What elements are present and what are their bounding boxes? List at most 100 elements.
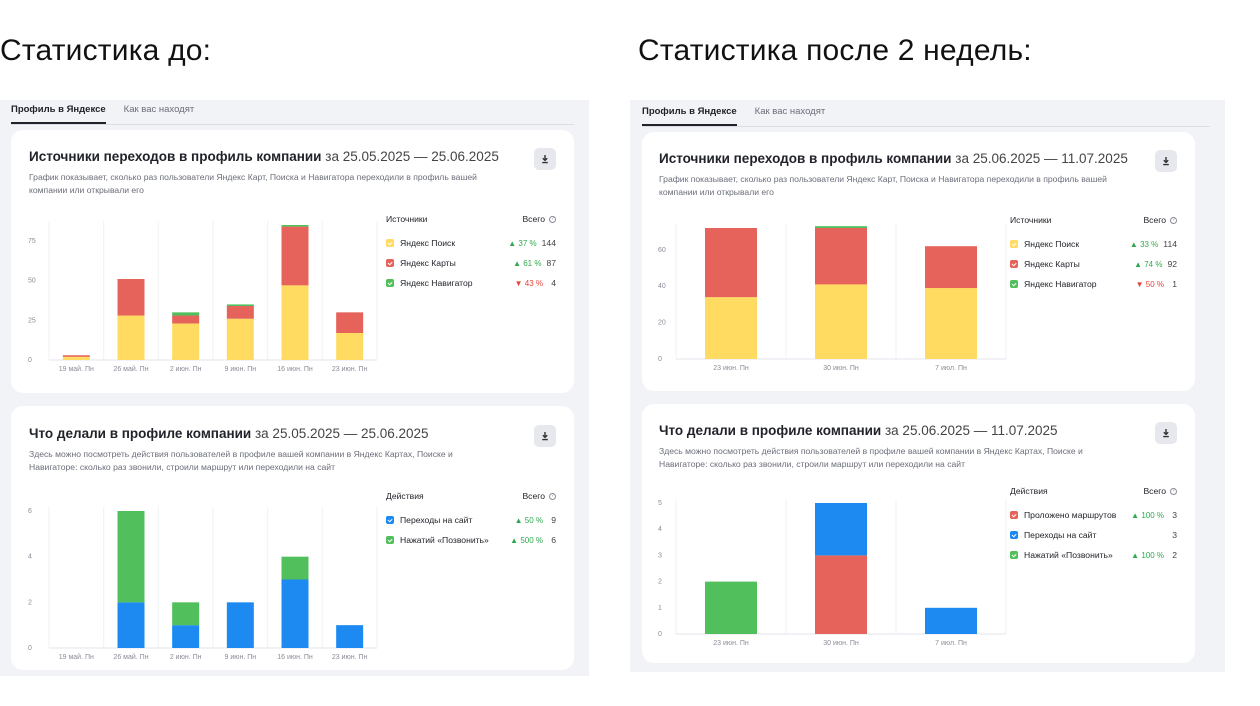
bar-segment[interactable] bbox=[281, 579, 309, 649]
download-button[interactable] bbox=[1155, 422, 1177, 444]
bar-segment[interactable] bbox=[925, 288, 977, 359]
bar-segment[interactable] bbox=[815, 284, 867, 359]
x-tick-label: 26 май. Пн bbox=[113, 653, 148, 661]
change-value: 61 % bbox=[523, 258, 542, 268]
tab-profile[interactable]: Профиль в Яндексе bbox=[642, 106, 737, 126]
bar-segment[interactable] bbox=[226, 306, 254, 319]
legend-item[interactable]: Проложено маршрутов ▲ 100 % 3 bbox=[1010, 505, 1177, 525]
legend-item-total: 2 bbox=[1172, 550, 1177, 560]
bar-segment[interactable] bbox=[172, 625, 200, 648]
legend-header: Источники Всего? bbox=[386, 214, 556, 224]
checkbox-icon[interactable] bbox=[1010, 551, 1018, 559]
bar-segment[interactable] bbox=[815, 555, 867, 634]
legend-item[interactable]: Переходы на сайт ▲ 50 % 9 bbox=[386, 510, 556, 530]
checkbox-icon[interactable] bbox=[386, 536, 394, 544]
y-tick-label: 25 bbox=[28, 317, 36, 324]
bar-segment[interactable] bbox=[815, 503, 867, 556]
help-icon[interactable]: ? bbox=[549, 492, 556, 500]
x-tick-label: 9 июн. Пн bbox=[225, 654, 257, 661]
checkbox-icon[interactable] bbox=[386, 259, 394, 267]
bar-segment[interactable] bbox=[925, 246, 977, 289]
download-button[interactable] bbox=[534, 148, 556, 170]
bar-segment[interactable] bbox=[172, 312, 200, 316]
bar-segment[interactable] bbox=[117, 279, 145, 316]
bar-segment[interactable] bbox=[281, 226, 309, 286]
bar-segment[interactable] bbox=[172, 323, 200, 360]
arrow-up-icon: ▲ bbox=[1131, 550, 1142, 560]
legend-item-label: Нажатий «Позвонить» bbox=[1024, 550, 1113, 560]
x-tick-label: 2 июн. Пн bbox=[170, 366, 202, 373]
checkbox-icon[interactable] bbox=[386, 516, 394, 524]
change-value: 100 % bbox=[1141, 510, 1164, 520]
checkbox-icon[interactable] bbox=[386, 279, 394, 287]
bar-segment[interactable] bbox=[226, 304, 254, 306]
tabs-divider bbox=[11, 124, 574, 125]
bar-segment[interactable] bbox=[226, 318, 254, 360]
bar-segment[interactable] bbox=[925, 607, 977, 634]
legend-item[interactable]: Яндекс Карты ▲ 61 % 87 bbox=[386, 253, 556, 273]
checkbox-icon[interactable] bbox=[1010, 240, 1018, 248]
legend-item-total: 114 bbox=[1163, 239, 1177, 249]
checkbox-icon[interactable] bbox=[1010, 280, 1018, 288]
bar-segment[interactable] bbox=[336, 333, 364, 360]
bar-segment[interactable] bbox=[281, 225, 309, 227]
legend-item[interactable]: Переходы на сайт 3 bbox=[1010, 525, 1177, 545]
legend-item-label: Нажатий «Позвонить» bbox=[400, 535, 489, 545]
card-title: Что делали в профиле компании за 25.05.2… bbox=[29, 426, 429, 441]
legend-item-total: 9 bbox=[551, 515, 556, 525]
bar-segment[interactable] bbox=[172, 315, 200, 324]
bar-segment[interactable] bbox=[226, 602, 254, 648]
legend-item[interactable]: Яндекс Поиск ▲ 33 % 114 bbox=[1010, 234, 1177, 254]
legend-item[interactable]: Нажатий «Позвонить» ▲ 500 % 6 bbox=[386, 530, 556, 550]
bar-segment[interactable] bbox=[815, 226, 867, 228]
legend-item[interactable]: Яндекс Поиск ▲ 37 % 144 bbox=[386, 233, 556, 253]
bar-segment[interactable] bbox=[117, 511, 145, 603]
bar-segment[interactable] bbox=[62, 356, 90, 360]
help-icon[interactable]: ? bbox=[549, 215, 556, 223]
bar-segment[interactable] bbox=[705, 228, 757, 298]
tab-how-found[interactable]: Как вас находят bbox=[754, 106, 826, 117]
bar-segment[interactable] bbox=[117, 602, 145, 648]
legend-item-total: 3 bbox=[1172, 530, 1177, 540]
download-button[interactable] bbox=[534, 425, 556, 447]
checkbox-icon[interactable] bbox=[1010, 260, 1018, 268]
checkbox-icon[interactable] bbox=[1010, 511, 1018, 519]
legend-item[interactable]: Яндекс Навигатор ▼ 50 % 1 bbox=[1010, 274, 1177, 294]
help-icon[interactable]: ? bbox=[1170, 487, 1177, 495]
y-tick-label: 2 bbox=[28, 599, 32, 606]
legend-item-label: Яндекс Навигатор bbox=[1024, 279, 1097, 289]
bar-segment[interactable] bbox=[336, 625, 364, 648]
legend-item[interactable]: Яндекс Навигатор ▼ 43 % 4 bbox=[386, 273, 556, 293]
arrow-up-icon: ▲ bbox=[513, 258, 524, 268]
help-icon[interactable]: ? bbox=[1170, 216, 1177, 224]
arrow-up-icon: ▲ bbox=[514, 515, 525, 525]
checkbox-icon[interactable] bbox=[386, 239, 394, 247]
bar-segment[interactable] bbox=[336, 312, 364, 333]
x-tick-label: 16 июн. Пн bbox=[277, 366, 313, 373]
change-value: 43 % bbox=[524, 278, 543, 288]
bar-segment[interactable] bbox=[172, 602, 200, 626]
x-tick-label: 16 июн. Пн bbox=[277, 654, 313, 661]
bar-segment[interactable] bbox=[117, 315, 145, 360]
card-title: Что делали в профиле компании за 25.06.2… bbox=[659, 423, 1058, 438]
legend-item[interactable]: Нажатий «Позвонить» ▲ 100 % 2 bbox=[1010, 545, 1177, 565]
total-label: Всего bbox=[1143, 215, 1166, 225]
bar-segment[interactable] bbox=[815, 228, 867, 285]
x-tick-label: 30 июн. Пн bbox=[823, 365, 859, 372]
bar-segment[interactable] bbox=[281, 285, 309, 360]
download-button[interactable] bbox=[1155, 150, 1177, 172]
checkbox-icon[interactable] bbox=[1010, 531, 1018, 539]
tab-profile[interactable]: Профиль в Яндексе bbox=[11, 104, 106, 124]
y-tick-label: 60 bbox=[658, 247, 666, 254]
bar-segment[interactable] bbox=[62, 355, 90, 357]
bar-segment[interactable] bbox=[705, 581, 757, 634]
bar-segment[interactable] bbox=[281, 556, 309, 580]
change-percent: ▲ 100 % bbox=[1131, 511, 1164, 520]
legend-item[interactable]: Яндекс Карты ▲ 74 % 92 bbox=[1010, 254, 1177, 274]
bar-segment[interactable] bbox=[705, 297, 757, 359]
x-tick-label: 2 июн. Пн bbox=[170, 654, 202, 661]
change-percent: ▼ 50 % bbox=[1136, 280, 1164, 289]
tab-how-found[interactable]: Как вас находят bbox=[123, 104, 195, 115]
arrow-down-icon: ▼ bbox=[514, 278, 525, 288]
card-period: за 25.06.2025 — 11.07.2025 bbox=[884, 423, 1058, 438]
